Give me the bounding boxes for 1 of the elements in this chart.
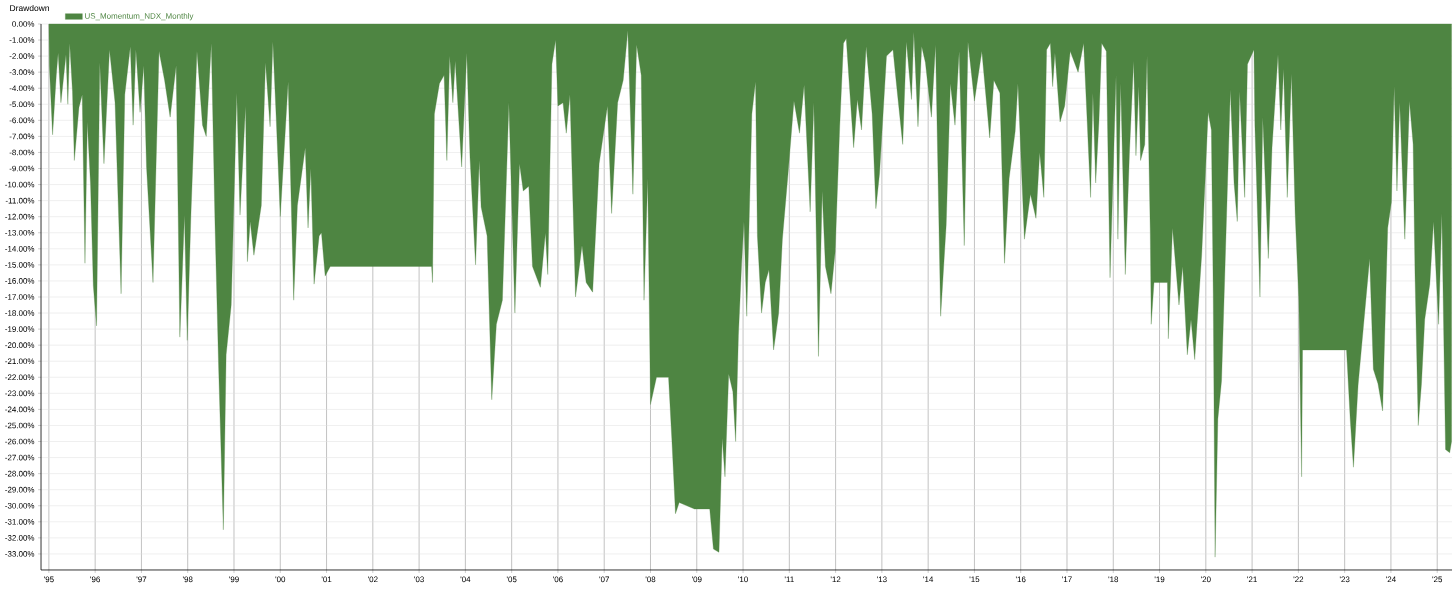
chart-title: Drawdown xyxy=(10,4,49,12)
